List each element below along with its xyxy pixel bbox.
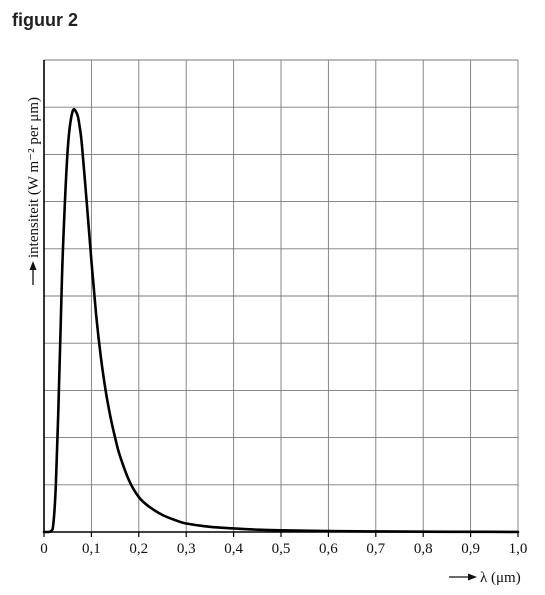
- x-tick-label: 0,7: [366, 541, 385, 557]
- y-axis-label: intensiteit (W m⁻² per μm): [26, 97, 42, 258]
- x-tick-label: 0,9: [461, 541, 480, 557]
- x-tick-label: 0,5: [272, 541, 291, 557]
- y-axis-arrow-head: [29, 261, 37, 270]
- grid: [43, 59, 519, 533]
- x-tick-label: 0: [40, 541, 48, 557]
- x-tick-label: 0,2: [129, 541, 148, 557]
- x-axis-label: λ (μm): [480, 570, 521, 586]
- x-tick-label: 1,0: [509, 541, 528, 557]
- x-axis-title: λ (μm): [449, 570, 521, 586]
- y-axis-title: intensiteit (W m⁻² per μm): [26, 97, 42, 285]
- x-tick-label: 0,3: [177, 541, 196, 557]
- figure-title: figuur 2: [12, 10, 78, 30]
- x-tick-labels: 0 0,1 0,2 0,3 0,4 0,5 0,6 0,7 0,8 0,9 1,0: [40, 532, 527, 557]
- x-tick-label: 0,8: [414, 541, 433, 557]
- intensity-curve: [42, 108, 520, 534]
- x-tick-label: 0,6: [319, 541, 338, 557]
- x-axis-arrow-head: [468, 573, 477, 581]
- x-tick-label: 0,4: [224, 541, 243, 557]
- x-tick-label: 0,1: [82, 541, 101, 557]
